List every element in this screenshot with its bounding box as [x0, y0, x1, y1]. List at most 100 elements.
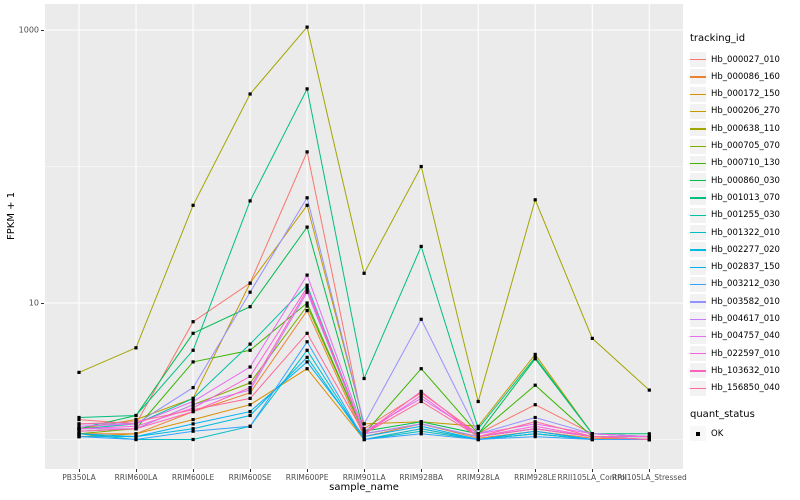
data-point [248, 342, 252, 346]
legend-key-line-icon [690, 52, 706, 67]
legend-entry-Hb_003212_030: Hb_003212_030 [690, 276, 780, 293]
data-point [533, 355, 537, 359]
data-point [77, 424, 81, 428]
data-point [77, 427, 81, 431]
x-tick-label-RRIM600PE: RRIM600PE [285, 473, 329, 482]
data-point [77, 415, 81, 420]
legend-key-color-line [690, 387, 706, 390]
data-point [134, 427, 138, 431]
legend-label: Hb_001322_010 [711, 227, 780, 238]
legend-key-line-icon [690, 190, 706, 206]
data-point [419, 420, 423, 424]
data-point [248, 413, 252, 418]
data-point [305, 25, 309, 29]
data-point [419, 427, 423, 431]
legend-key-line-icon [690, 69, 706, 85]
x-tick-label-PB350LA: PB350LA [62, 473, 96, 482]
data-point [134, 424, 138, 428]
legend-label: Hb_004757_040 [711, 331, 780, 342]
legend-key-color-line [690, 76, 706, 78]
data-point [191, 320, 195, 324]
data-point [533, 422, 537, 426]
x-tick-label-RRIM901LA: RRIM901LA [342, 473, 386, 482]
data-point [305, 360, 309, 364]
legend-key-line-icon [690, 207, 706, 223]
legend-entry-Hb_000860_030: Hb_000860_030 [690, 172, 780, 189]
data-point [191, 399, 195, 404]
legend-entry-Hb_103632_010: Hb_103632_010 [690, 362, 780, 379]
data-point [419, 432, 423, 436]
legend-key-line-icon [690, 242, 706, 258]
legend-entry-Hb_000027_010: Hb_000027_010 [690, 51, 780, 68]
legend-entry-Hb_004757_040: Hb_004757_040 [690, 328, 780, 345]
data-point [191, 408, 195, 412]
legend-entry-Hb_156850_040: Hb_156850_040 [690, 380, 780, 397]
data-point [248, 424, 252, 428]
data-point [134, 437, 138, 442]
data-point [419, 244, 423, 248]
data-point [476, 437, 480, 442]
data-point [77, 435, 81, 439]
data-point [419, 396, 423, 400]
data-point [305, 283, 309, 287]
data-point [476, 432, 480, 436]
legend-key-line-icon [690, 311, 706, 327]
x-tick-label-RRIM928LA: RRIM928LA [456, 473, 500, 482]
legend-entry-Hb_001013_070: Hb_001013_070 [690, 189, 780, 206]
data-point [647, 435, 651, 439]
legend-label: Hb_103632_010 [711, 365, 780, 376]
data-point [419, 422, 423, 426]
legend-label: Hb_000206_270 [711, 106, 780, 117]
data-point [533, 435, 537, 439]
x-tick-mark [192, 469, 194, 472]
legend: tracking_id Hb_000027_010 Hb_000086_160 Hb… [688, 0, 800, 500]
y-tick-mark [41, 302, 44, 304]
legend-key-color-line [690, 110, 706, 113]
data-point [248, 281, 252, 285]
data-point [248, 92, 252, 96]
data-point [476, 427, 480, 431]
data-point [305, 355, 309, 359]
legend-key-color-line [690, 283, 706, 286]
data-point [362, 376, 366, 381]
data-point [419, 389, 423, 393]
legend-entry-quant-OK: OK [690, 425, 723, 442]
legend-key-line-icon [690, 138, 706, 154]
data-point [248, 348, 252, 352]
legend-entry-Hb_000638_110: Hb_000638_110 [690, 120, 780, 137]
data-point [248, 199, 252, 203]
data-point [77, 432, 81, 436]
data-point [248, 388, 252, 392]
data-point [419, 399, 423, 404]
data-point [305, 225, 309, 229]
data-point [134, 346, 138, 350]
legend-entry-Hb_000710_130: Hb_000710_130 [690, 155, 780, 172]
data-point [419, 367, 423, 371]
legend-key-color-line [690, 180, 706, 182]
legend-label: Hb_000172_150 [711, 89, 780, 100]
data-point [533, 427, 537, 431]
data-point [476, 399, 480, 404]
legend-entry-Hb_004617_010: Hb_004617_010 [690, 311, 780, 328]
x-tick-label-RRIM600LA: RRIM600LA [114, 473, 158, 482]
x-tick-mark [591, 469, 593, 472]
x-tick-mark [78, 469, 80, 472]
data-point [533, 429, 537, 433]
data-point [134, 420, 138, 424]
data-point [305, 301, 309, 305]
legend-key-color-line [690, 318, 706, 320]
data-point [191, 348, 195, 352]
legend-label: Hb_000705_070 [711, 141, 780, 151]
legend-entry-Hb_002277_020: Hb_002277_020 [690, 241, 780, 258]
legend-key-color-line [690, 266, 706, 268]
data-point [476, 435, 480, 439]
data-point [248, 290, 252, 294]
legend-label: Hb_002837_150 [711, 262, 780, 273]
x-tick-label-RRIM600SE: RRIM600SE [228, 473, 272, 482]
x-tick-mark [534, 469, 536, 472]
x-tick-label-RRIM600LE: RRIM600LE [171, 473, 215, 482]
x-tick-label-RRIM928BA: RRIM928BA [399, 473, 444, 482]
data-point [305, 273, 309, 277]
legend-label: Hb_003582_010 [711, 296, 780, 307]
legend-key-line-icon [690, 103, 706, 119]
